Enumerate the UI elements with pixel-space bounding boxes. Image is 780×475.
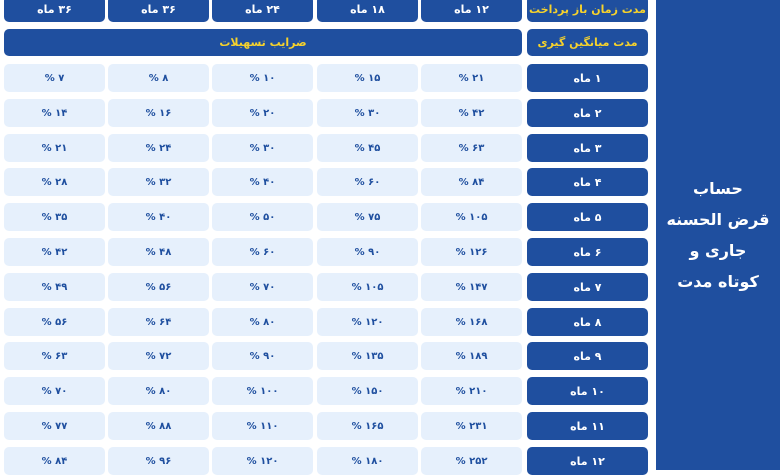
coefficient-cell: ۷۵ % [317, 203, 418, 231]
coefficient-cell: ۵۶ % [4, 308, 105, 336]
coefficient-cell: ۱۰ % [212, 64, 313, 92]
coefficient-cell: ۲۰ % [212, 99, 313, 127]
period-header: ۱۸ ماه [317, 0, 418, 22]
coefficient-cell: ۹۶ % [108, 447, 209, 475]
coefficient-cell: ۴۲ % [4, 238, 105, 266]
period-header: ۳۶ ماه [4, 0, 105, 22]
coefficient-cell: ۱۰۵ % [421, 203, 522, 231]
coefficients-header: ضرایب تسهیلات [4, 29, 522, 56]
coefficient-cell: ۷۷ % [4, 412, 105, 440]
coefficient-cell: ۱۱۰ % [212, 412, 313, 440]
coefficient-cell: ۱۴۷ % [421, 273, 522, 301]
coefficient-cell: ۶۳ % [421, 134, 522, 162]
coefficient-cell: ۶۴ % [108, 308, 209, 336]
coefficient-cell: ۴۰ % [108, 203, 209, 231]
coefficient-cell: ۸۰ % [108, 377, 209, 405]
side-title-line: جاری و [689, 241, 747, 260]
coefficient-cell: ۱۲۰ % [317, 308, 418, 336]
coefficient-cell: ۲۵۲ % [421, 447, 522, 475]
coefficient-cell: ۸۰ % [212, 308, 313, 336]
side-title-line: حساب [693, 179, 743, 198]
account-type-title: حساب قرض الحسنه جاری و کوتاه مدت [663, 173, 773, 297]
coefficient-cell: ۵۶ % [108, 273, 209, 301]
coefficient-cell: ۳۰ % [212, 134, 313, 162]
coefficient-cell: ۵۰ % [212, 203, 313, 231]
payment-duration-header: مدت زمان باز پرداخت [527, 0, 648, 22]
coefficient-cell: ۸۴ % [421, 168, 522, 196]
coefficient-cell: ۳۰ % [317, 99, 418, 127]
coefficient-cell: ۱۸۹ % [421, 342, 522, 370]
coefficient-cell: ۷۲ % [108, 342, 209, 370]
coefficient-cell: ۲۴ % [108, 134, 209, 162]
row-label: ۶ ماه [527, 238, 648, 266]
row-label: ۲ ماه [527, 99, 648, 127]
coefficient-cell: ۱۲۶ % [421, 238, 522, 266]
coefficient-cell: ۷ % [4, 64, 105, 92]
row-label: ۱ ماه [527, 64, 648, 92]
coefficient-cell: ۱۰۰ % [212, 377, 313, 405]
coefficient-cell: ۱۲۰ % [212, 447, 313, 475]
coefficient-cell: ۴۰ % [212, 168, 313, 196]
coefficient-cell: ۳۲ % [108, 168, 209, 196]
coefficient-cell: ۴۵ % [317, 134, 418, 162]
coefficient-cell: ۸ % [108, 64, 209, 92]
coefficient-cell: ۱۵ % [317, 64, 418, 92]
coefficient-cell: ۱۵۰ % [317, 377, 418, 405]
coefficient-cell: ۱۸۰ % [317, 447, 418, 475]
coefficient-cell: ۷۰ % [4, 377, 105, 405]
averaging-duration-header: مدت میانگین گیری [527, 29, 648, 56]
side-title-panel: حساب قرض الحسنه جاری و کوتاه مدت [656, 0, 780, 470]
coefficient-cell: ۱۶۵ % [317, 412, 418, 440]
row-label: ۷ ماه [527, 273, 648, 301]
row-label: ۹ ماه [527, 342, 648, 370]
coefficient-cell: ۴۲ % [421, 99, 522, 127]
coefficient-cell: ۲۱ % [4, 134, 105, 162]
coefficient-cell: ۱۶ % [108, 99, 209, 127]
row-label: ۱۱ ماه [527, 412, 648, 440]
coefficient-cell: ۹۰ % [212, 342, 313, 370]
coefficient-cell: ۷۰ % [212, 273, 313, 301]
coefficient-cell: ۱۴ % [4, 99, 105, 127]
coefficient-cell: ۴۹ % [4, 273, 105, 301]
coefficient-cell: ۱۰۵ % [317, 273, 418, 301]
row-label: ۳ ماه [527, 134, 648, 162]
coefficient-cell: ۸۴ % [4, 447, 105, 475]
period-header: ۳۶ ماه [108, 0, 209, 22]
coefficient-cell: ۶۰ % [212, 238, 313, 266]
coefficient-cell: ۶۳ % [4, 342, 105, 370]
coefficient-cell: ۲۳۱ % [421, 412, 522, 440]
coefficient-cell: ۹۰ % [317, 238, 418, 266]
coefficient-cell: ۳۵ % [4, 203, 105, 231]
period-header: ۱۲ ماه [421, 0, 522, 22]
period-header: ۲۴ ماه [212, 0, 313, 22]
coefficient-cell: ۴۸ % [108, 238, 209, 266]
row-label: ۸ ماه [527, 308, 648, 336]
side-title-line: قرض الحسنه [666, 210, 770, 229]
side-title-line: کوتاه مدت [677, 272, 759, 291]
row-label: ۱۰ ماه [527, 377, 648, 405]
row-label: ۱۲ ماه [527, 447, 648, 475]
coefficient-cell: ۸۸ % [108, 412, 209, 440]
row-label: ۴ ماه [527, 168, 648, 196]
coefficient-cell: ۲۸ % [4, 168, 105, 196]
coefficient-cell: ۶۰ % [317, 168, 418, 196]
coefficient-cell: ۱۳۵ % [317, 342, 418, 370]
coefficient-cell: ۲۱ % [421, 64, 522, 92]
coefficient-cell: ۱۶۸ % [421, 308, 522, 336]
row-label: ۵ ماه [527, 203, 648, 231]
coefficient-cell: ۲۱۰ % [421, 377, 522, 405]
